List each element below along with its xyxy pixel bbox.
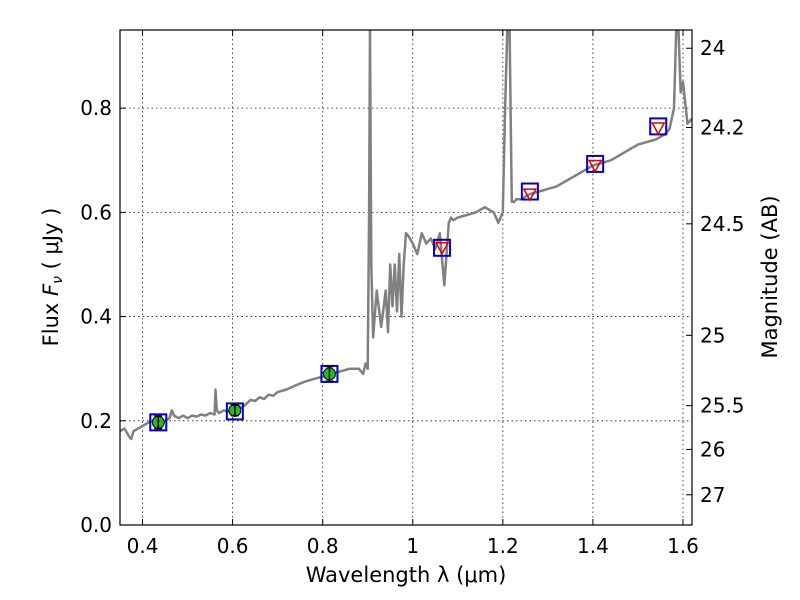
y-axis-label: Flux Fν ( μJy ) xyxy=(39,208,66,347)
y-tick-label: 0.0 xyxy=(80,513,112,537)
right-tick-label: 24.2 xyxy=(700,115,745,139)
upper-limit-marker xyxy=(587,159,603,174)
x-tick-label: 1.4 xyxy=(577,534,609,558)
model-square-marker xyxy=(225,402,244,421)
right-tick-label: 25.5 xyxy=(700,394,745,418)
axes: 0.4 0.6 0.8 1 1.2 1.4 1.6 0.0 0.2 0.4 0.6 0.8 24 24.2… xyxy=(80,30,745,558)
grid xyxy=(120,30,692,525)
right-tick-label: 24 xyxy=(700,36,725,60)
x-tick-label: 1.2 xyxy=(487,534,519,558)
y-tick-label: 0.4 xyxy=(80,305,112,329)
x-tick-label: 0.6 xyxy=(217,534,249,558)
model-square-marker xyxy=(433,238,452,257)
upper-limit-marker xyxy=(650,122,666,136)
right-tick-label: 25 xyxy=(700,323,725,347)
y-tick-label: 0.6 xyxy=(80,200,112,224)
upper-limit-marker xyxy=(434,242,450,256)
right-tick-label: 27 xyxy=(700,483,725,507)
x-tick-label: 1 xyxy=(406,534,419,558)
plot-frame xyxy=(119,29,693,526)
spectrum-line xyxy=(120,30,692,441)
series-layer xyxy=(120,30,692,441)
x-tick-label: 0.8 xyxy=(307,534,339,558)
right-tick-label: 24.5 xyxy=(700,212,745,236)
x-tick-label: 0.4 xyxy=(127,534,159,558)
model-square-marker xyxy=(149,413,168,432)
x-axis-label: Wavelength λ (μm) xyxy=(306,563,507,587)
x-tick-label: 1.6 xyxy=(667,534,699,558)
right-tick-label: 26 xyxy=(700,437,725,461)
upper-limit-marker xyxy=(522,188,538,202)
y-tick-label: 0.2 xyxy=(80,409,112,433)
right-axis-label: Magnitude (AB) xyxy=(758,195,782,358)
marker-layer xyxy=(149,117,668,432)
y-tick-label: 0.8 xyxy=(80,96,112,120)
